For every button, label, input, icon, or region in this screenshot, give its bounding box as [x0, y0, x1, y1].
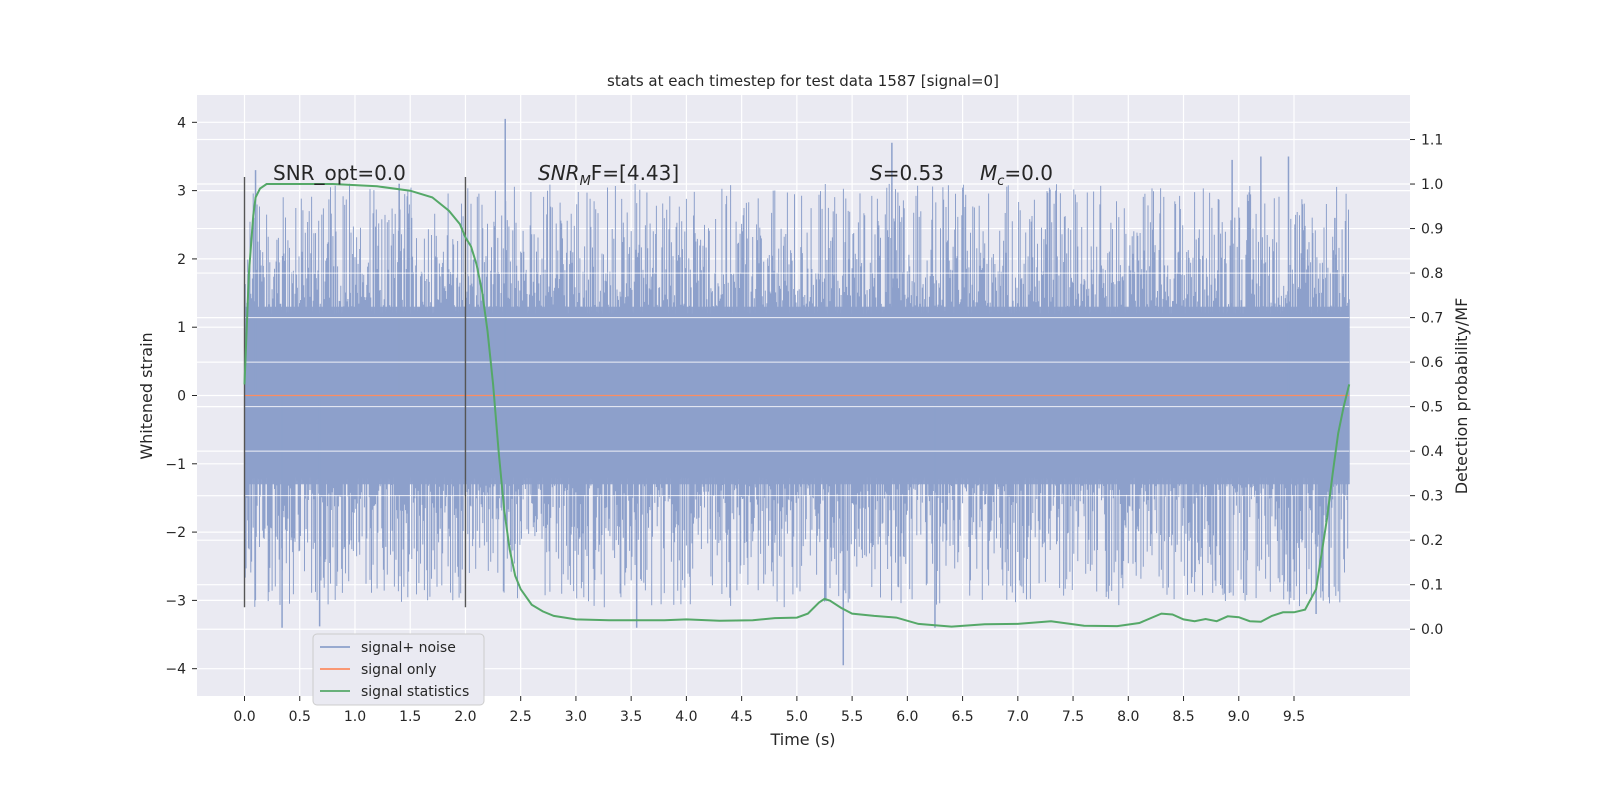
annotation-snr-mf: SNRMF=[4.43]	[538, 161, 679, 189]
x-tick-label: 6.0	[896, 709, 918, 725]
x-axis-label: Time (s)	[769, 730, 835, 749]
right-y-tick-label: 0.1	[1421, 578, 1443, 594]
x-tick-label: 8.0	[1117, 709, 1139, 725]
right-y-tick-label: 0.2	[1421, 533, 1443, 549]
x-tick-label: 7.5	[1062, 709, 1084, 725]
right-y-tick-label: 0.8	[1421, 266, 1443, 282]
x-tick-label: 3.0	[565, 709, 587, 725]
right-y-tick-label: 1.0	[1421, 177, 1443, 193]
right-y-tick-label: 0.7	[1421, 311, 1443, 327]
signal-statistics-line	[243, 183, 1351, 628]
x-tick-label: 7.0	[1007, 709, 1029, 725]
right-y-tick-label: 0.0	[1421, 622, 1443, 638]
y-tick-label: 3	[177, 184, 186, 200]
right-y-tick-label: 1.1	[1421, 133, 1443, 149]
x-tick-label: 1.5	[399, 709, 421, 725]
right-y-tick-label: 0.9	[1421, 222, 1443, 238]
y-tick-label: −1	[165, 457, 186, 473]
annotation-s: S=0.53	[870, 161, 944, 185]
right-y-axis-ticks: 1.1 1.0 0.9 0.8 0.7 0.6 0.5 0.4 0.3 0.2 0.1 0.0	[1410, 133, 1443, 638]
y-axis-ticks: 4 3 2 1 0 −1 −2 −3 −4	[165, 115, 197, 678]
y-tick-label: 2	[177, 252, 186, 268]
legend-label-signal-statistics: signal statistics	[361, 684, 469, 700]
x-tick-label: 6.5	[951, 709, 973, 725]
x-tick-label: 5.5	[841, 709, 863, 725]
right-y-tick-label: 0.4	[1421, 444, 1443, 460]
y-tick-label: 1	[177, 320, 186, 336]
x-tick-label: 0.0	[233, 709, 255, 725]
x-tick-label: 9.0	[1228, 709, 1250, 725]
x-tick-label: 5.0	[786, 709, 808, 725]
y-tick-label: 4	[177, 115, 186, 131]
x-tick-label: 0.5	[289, 709, 311, 725]
legend: signal+ noise signal only signal statist…	[312, 633, 485, 706]
right-y-tick-label: 0.5	[1421, 400, 1443, 416]
x-tick-label: 9.5	[1283, 709, 1305, 725]
x-tick-label: 8.5	[1172, 709, 1194, 725]
segment-markers	[243, 176, 467, 608]
y-tick-label: −2	[165, 525, 186, 541]
right-y-axis-label: Detection probability/MF	[1452, 298, 1471, 495]
x-tick-label: 3.5	[620, 709, 642, 725]
y-tick-label: −4	[165, 662, 186, 678]
x-tick-label: 1.0	[344, 709, 366, 725]
x-axis-ticks: 0.0 0.5 1.0 1.5 2.0 2.5 3.0 3.5 4.0 4.5 5.0 5.5 6.0 6…	[233, 696, 1305, 725]
right-y-tick-label: 0.3	[1421, 489, 1443, 505]
x-tick-label: 2.5	[510, 709, 532, 725]
x-tick-label: 4.5	[731, 709, 753, 725]
signal-statistics-series	[243, 183, 1351, 628]
x-tick-label: 2.0	[454, 709, 476, 725]
annotation-mc: Mc=0.0	[980, 161, 1053, 189]
legend-box	[312, 633, 485, 706]
legend-label-signal-only: signal only	[361, 662, 436, 678]
right-y-tick-label: 0.6	[1421, 355, 1443, 371]
x-tick-label: 4.0	[675, 709, 697, 725]
legend-label-signal-plus-noise: signal+ noise	[361, 640, 456, 656]
y-tick-label: 0	[177, 389, 186, 405]
chart-title: stats at each timestep for test data 158…	[607, 72, 999, 90]
y-axis-label: Whitened strain	[137, 332, 156, 459]
annotation-snr-opt: SNR_opt=0.0	[273, 161, 406, 185]
y-tick-label: −3	[165, 593, 186, 609]
